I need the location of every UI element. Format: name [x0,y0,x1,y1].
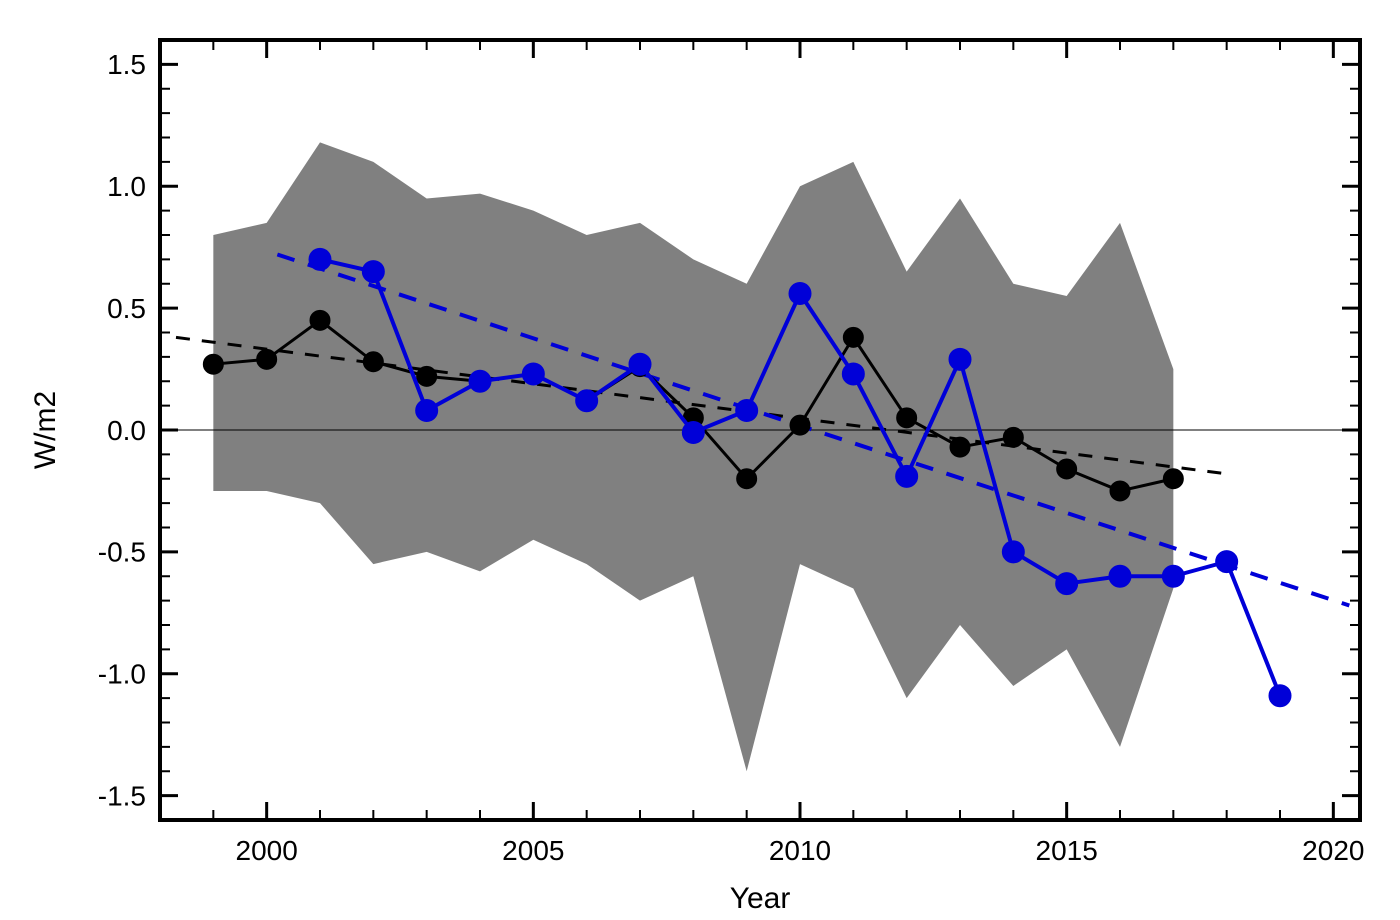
blue_series-marker [1109,565,1131,587]
x-tick-label: 2015 [1036,835,1098,866]
black_series-marker [843,327,863,347]
blue_series-marker [842,363,864,385]
y-tick-label: -0.5 [98,537,146,568]
blue_series-marker [469,370,491,392]
y-axis-label: W/m2 [29,391,62,469]
black_series-marker [1110,481,1130,501]
y-tick-label: -1.0 [98,659,146,690]
blue_series-marker [1002,541,1024,563]
blue_series-marker [682,421,704,443]
y-tick-label: 0.0 [107,415,146,446]
blue_series-marker [736,400,758,422]
black_series-marker [737,469,757,489]
blue_series-marker [1162,565,1184,587]
blue_series-marker [416,400,438,422]
x-tick-label: 2000 [236,835,298,866]
blue_series-marker [629,353,651,375]
blue_series-marker [1056,573,1078,595]
black_series-marker [1003,427,1023,447]
black_series-marker [897,408,917,428]
x-tick-label: 2020 [1302,835,1364,866]
blue_series-marker [522,363,544,385]
chart-svg: 2000 2005 2010 2015 2020 -1.5 -1.0 -0.5 0.0 0.5 1.… [0,0,1400,920]
blue_series-marker [1216,551,1238,573]
black_series-marker [310,310,330,330]
blue_series-marker [1269,685,1291,707]
blue_series-marker [576,390,598,412]
x-tick-label: 2010 [769,835,831,866]
blue_series-marker [896,465,918,487]
black_series-marker [790,415,810,435]
blue_series-marker [789,283,811,305]
blue_series-marker [949,348,971,370]
y-tick-label: 1.5 [107,49,146,80]
black_series-marker [363,352,383,372]
black_series-marker [950,437,970,457]
blue_series-marker [309,248,331,270]
y-tick-label: -1.5 [98,780,146,811]
y-tick-label: 0.5 [107,293,146,324]
chart-container: 2000 2005 2010 2015 2020 -1.5 -1.0 -0.5 0.0 0.5 1.… [0,0,1400,920]
x-axis-label: Year [730,882,791,915]
black_series-marker [1057,459,1077,479]
y-tick-label: 1.0 [107,171,146,202]
x-tick-label: 2005 [502,835,564,866]
black_series-marker [203,354,223,374]
black_series-marker [257,349,277,369]
black_series-marker [1163,469,1183,489]
black_series-marker [417,366,437,386]
blue_series-marker [362,261,384,283]
